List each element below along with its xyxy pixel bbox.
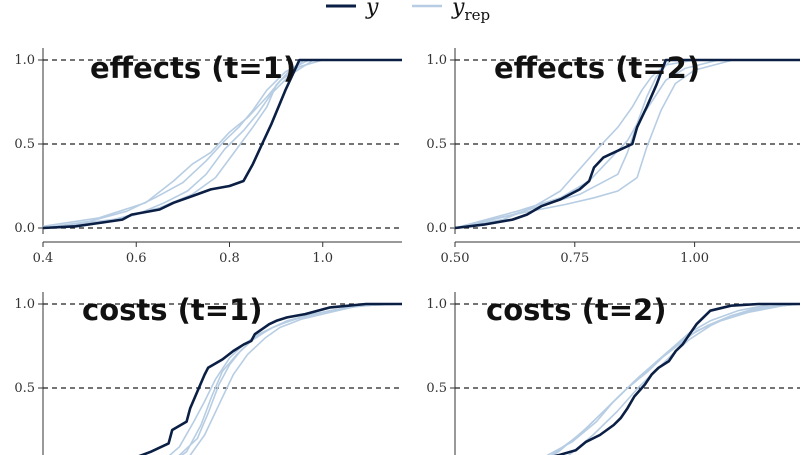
observed-ecdf-line [42, 58, 402, 230]
y-tick-label-1: 1.0 [426, 297, 447, 312]
observed-ecdf-line [553, 302, 800, 455]
legend-sub-1: rep [464, 6, 490, 24]
replicate-ecdf-line-2 [42, 59, 402, 228]
observed-ecdf-line [454, 58, 800, 230]
x-tick-label-2: 1.00 [680, 251, 709, 266]
x-tick-label-1: 0.6 [126, 251, 147, 266]
panel-grid: 0.0 0.5 1.0 0.4 0.6 0.8 1.0 effects (t=1) 0.0 0.5… [14, 48, 801, 455]
legend-label-1: yrep [451, 0, 490, 24]
replicate-ecdf-line-3 [454, 59, 800, 229]
y-tick-label-0: 0.0 [426, 221, 447, 236]
legend-label-0: y [365, 0, 379, 20]
legend: y yrep [326, 0, 490, 24]
y-tick-label-0: 0.0 [14, 221, 35, 236]
replicate-ecdf-line-4 [454, 59, 800, 229]
y-tick-label-2: 1.0 [426, 53, 447, 68]
replicate-ecdf-line-4 [178, 303, 403, 455]
x-tick-label-1: 0.75 [560, 251, 589, 266]
y-tick-label-1: 1.0 [14, 297, 35, 312]
y-tick-label-1: 0.5 [14, 137, 35, 152]
x-tick-label-0: 0.50 [441, 251, 470, 266]
panel-title: costs (t=1) [82, 293, 262, 327]
replicate-ecdf-line-3 [189, 303, 403, 455]
y-tick-label-1: 0.5 [426, 137, 447, 152]
panel-title: effects (t=2) [494, 51, 700, 85]
y-tick-label-0: 0.5 [14, 381, 35, 396]
replicate-ecdf-line-4 [546, 303, 801, 455]
panel-2: 0.0 0.5 1.0 0.50 0.75 1.00 effects (t=2) [426, 48, 800, 266]
panel-title: costs (t=2) [486, 293, 666, 327]
panel-4: 0.5 1.0 costs (t=2) [426, 292, 801, 455]
y-tick-label-2: 1.0 [14, 53, 35, 68]
x-tick-label-0: 0.4 [33, 251, 54, 266]
observed-ecdf-line [138, 302, 402, 455]
panel-title: effects (t=1) [90, 51, 296, 85]
y-tick-label-0: 0.5 [426, 381, 447, 396]
panel-3: 0.5 1.0 costs (t=1) [14, 292, 403, 455]
replicate-ecdf-line-1 [42, 59, 402, 229]
panel-1: 0.0 0.5 1.0 0.4 0.6 0.8 1.0 effects (t=1) [14, 48, 402, 266]
x-tick-label-3: 1.0 [312, 251, 333, 266]
x-tick-label-2: 0.8 [219, 251, 240, 266]
